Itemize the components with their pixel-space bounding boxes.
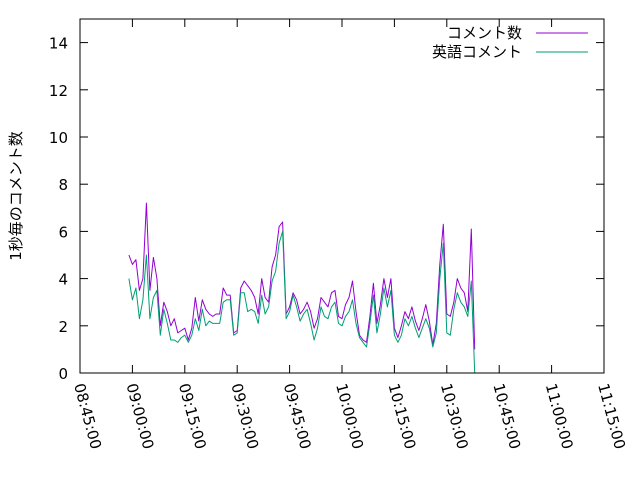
x-tick-label: 09:00:00 bbox=[123, 381, 158, 451]
y-tick-label: 8 bbox=[58, 176, 68, 194]
x-tick-label: 11:15:00 bbox=[594, 381, 629, 451]
y-tick-label: 6 bbox=[58, 223, 68, 241]
x-tick-label: 09:30:00 bbox=[227, 381, 262, 451]
x-tick-label: 11:00:00 bbox=[542, 381, 577, 451]
series-line-0 bbox=[128, 202, 476, 350]
y-tick-label: 12 bbox=[49, 82, 68, 100]
y-tick-label: 14 bbox=[49, 35, 68, 53]
x-tick-label: 10:00:00 bbox=[332, 381, 367, 451]
x-tick-label: 09:45:00 bbox=[280, 381, 315, 451]
x-tick-label: 09:15:00 bbox=[175, 381, 210, 451]
y-axis-ticks: 0 2 4 6 8 10 12 14 bbox=[49, 35, 604, 383]
y-tick-label: 10 bbox=[49, 129, 68, 147]
legend-label-1: 英語コメント bbox=[432, 43, 522, 61]
legend-label-0: コメント数 bbox=[447, 24, 522, 42]
x-axis-ticks: 08:45:00 09:00:00 09:15:00 09:30:00 09:45:00… bbox=[70, 19, 629, 451]
x-tick-label: 08:45:00 bbox=[70, 381, 105, 451]
y-tick-label: 2 bbox=[58, 318, 68, 336]
y-tick-label: 4 bbox=[58, 271, 68, 289]
x-tick-label: 10:30:00 bbox=[437, 381, 472, 451]
y-axis-label: 1秒毎のコメント数 bbox=[7, 131, 25, 261]
x-tick-label: 10:15:00 bbox=[385, 381, 420, 451]
x-tick-label: 10:45:00 bbox=[489, 381, 524, 451]
plot-frame bbox=[79, 18, 605, 374]
series-line-1 bbox=[128, 230, 476, 374]
y-tick-label: 0 bbox=[58, 365, 68, 383]
series-layer bbox=[128, 202, 476, 374]
